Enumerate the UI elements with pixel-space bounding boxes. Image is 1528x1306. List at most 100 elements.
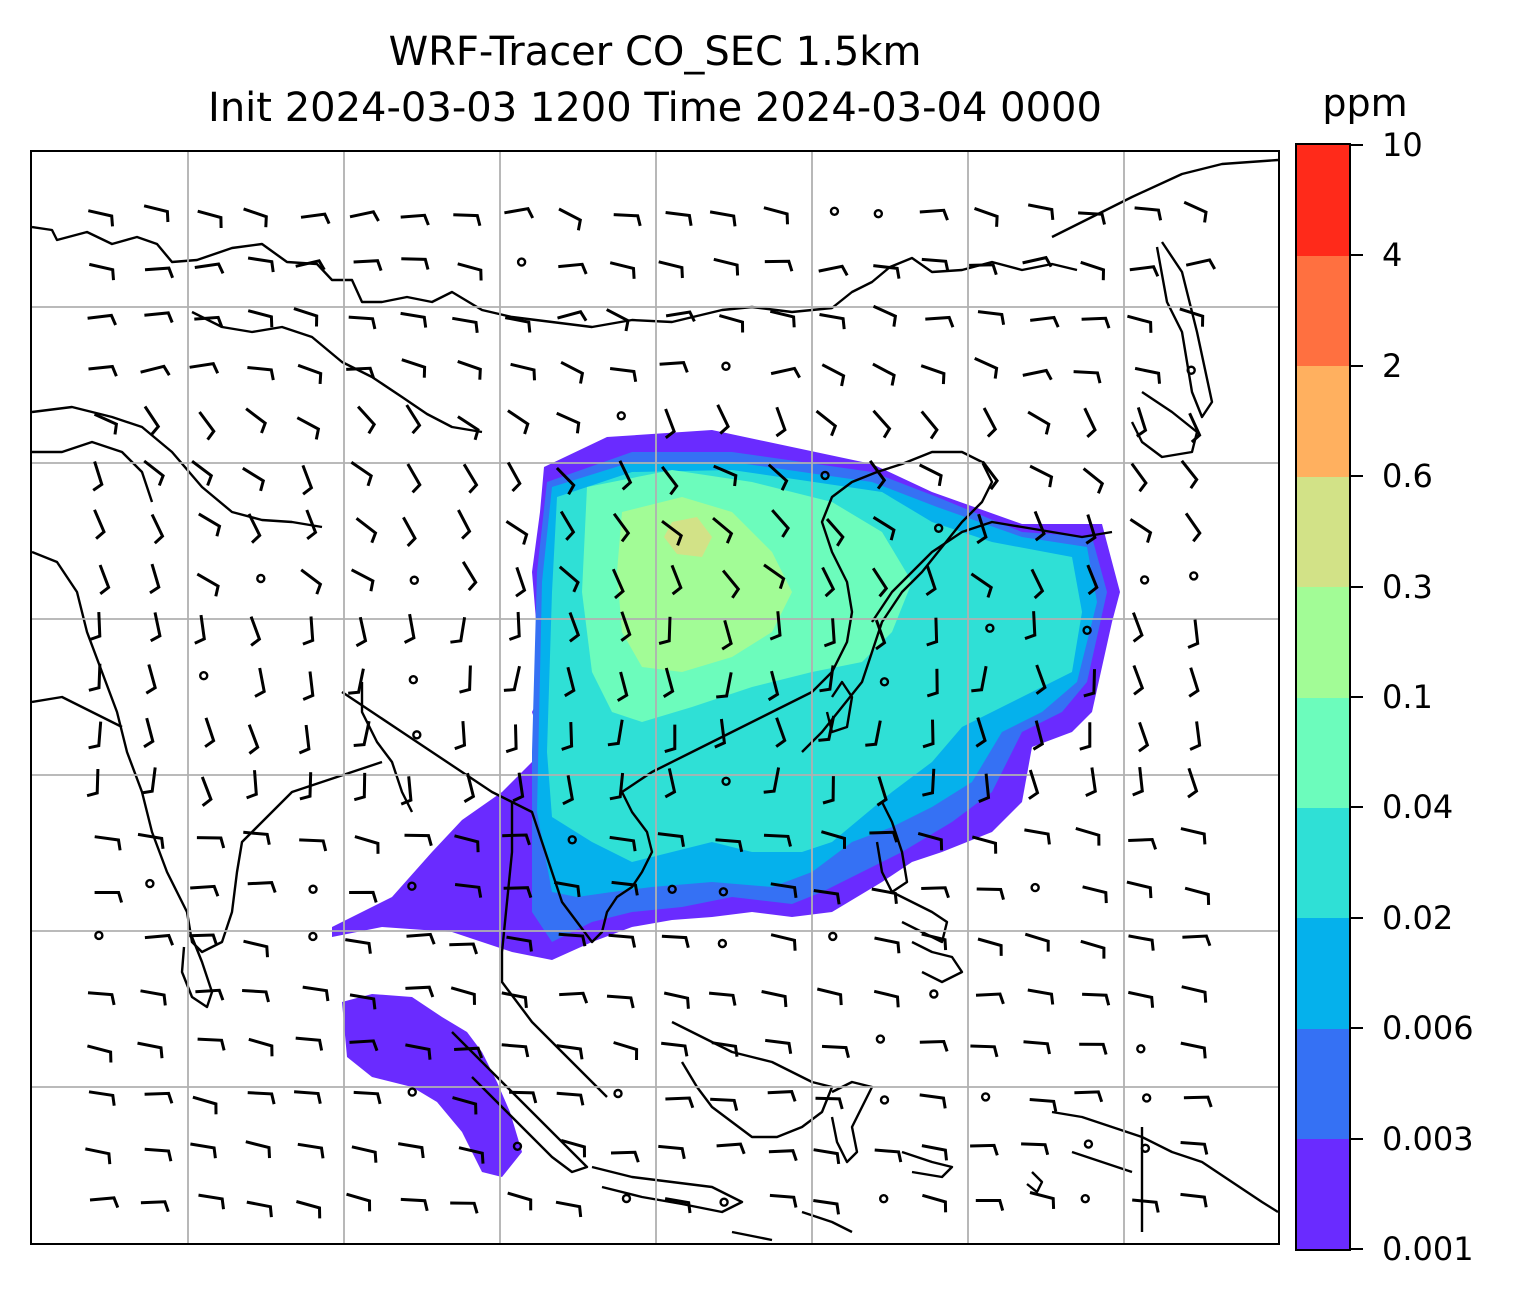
wind-barb [925,315,955,328]
wind-barb-calm [828,931,838,942]
wind-barb [558,565,580,593]
wind-barb [297,363,323,384]
wind-barb-calm [980,1092,991,1102]
wind-barb [1029,1191,1056,1209]
wind-barb [874,1148,903,1163]
wind-barb [247,309,274,328]
wind-barb [87,209,114,227]
wind-barb [868,460,887,490]
wind-barb [355,616,368,648]
wind-barb [1129,518,1153,544]
wind-barb [1083,407,1097,439]
wind-barb [1180,1141,1209,1155]
wind-barb [715,838,744,853]
wind-barb [248,1037,274,1057]
wind-barb [405,1043,432,1060]
wind-barb [200,776,213,807]
wind-barb [820,830,846,849]
wind-barb [87,1044,113,1063]
wind-barb [299,772,313,801]
wind-barb [86,768,100,798]
wind-barb [88,262,115,281]
wind-barb [502,833,531,846]
wind-barb [1083,669,1096,698]
colorbar-segment [1297,365,1349,477]
wind-barb [191,460,214,487]
wind-barb [144,266,175,279]
wind-barb [613,213,642,227]
colorbar-segment [1297,586,1349,698]
wind-barb [664,724,677,754]
wind-barb [1128,934,1155,951]
wind-barb [821,566,836,598]
wind-barb-calm [1140,1143,1151,1153]
wind-barb [300,568,323,595]
wind-barb [192,1095,218,1115]
wind-barb [295,1200,322,1219]
wind-barb [661,465,679,496]
wind-barb [349,890,378,903]
colorbar-tick [1351,806,1363,809]
colorbar-tick [1351,585,1363,588]
wind-barb [981,460,999,491]
wind-barb [718,314,745,333]
wind-barb [767,1090,797,1102]
wind-barb [403,613,416,644]
wind-barb [613,1041,639,1061]
wind-barb [397,1142,425,1159]
wind-barb [454,1046,484,1059]
wind-barb [976,887,1005,901]
wind-barb [815,1096,844,1110]
wind-barb [917,831,944,851]
wind-barb [93,509,106,540]
wind-barb-calm [717,938,728,949]
colorbar-tick-label: 0.6 [1382,457,1433,496]
colorbar-tick [1351,364,1363,367]
wind-barb [665,211,693,227]
wind-barb [140,1200,170,1213]
wind-barb [1079,1042,1108,1055]
wind-barb [661,1041,689,1057]
wind-barb [769,611,782,641]
wind-barb [1079,722,1092,751]
wind-barb-calm [1186,365,1196,375]
wind-barb [874,619,887,651]
wind-barb [501,991,528,1009]
wind-barb [145,664,157,695]
colorbar-tick [1351,475,1363,478]
wind-barb-calm [567,835,577,845]
wind-barb-calm [1189,571,1199,581]
wind-barb [556,411,581,434]
wind-barb [922,719,935,749]
wind-barb [607,719,624,747]
wind-barb [1027,203,1055,221]
wind-barb-calm [409,575,420,585]
colorbar-segment [1297,1138,1349,1249]
colorbar-tick [1351,1248,1363,1250]
wind-barb [716,672,733,699]
wind-barb [611,568,625,600]
wind-barb [88,663,102,692]
wind-barb [137,832,165,849]
wind-barb [620,611,632,642]
wind-barb-calm [1030,882,1040,893]
wind-barb [558,207,582,231]
wind-barb [765,1038,793,1054]
wind-barb [763,563,786,590]
wind-barb [350,461,373,487]
gridlines [32,152,1278,1243]
colorbar-tick-label: 0.006 [1382,1009,1474,1048]
wind-barb [770,933,797,951]
wind-barb [1024,932,1050,952]
wind-barb [763,206,789,225]
coastline [830,1080,874,1164]
wind-barb [457,262,483,281]
wind-barb [245,407,267,434]
wind-barb [769,1193,798,1208]
wind-barb [1024,611,1037,641]
wind-barb [454,883,483,898]
wind-barb-calm [1082,625,1092,636]
wind-barb [242,466,266,492]
wind-barb [243,207,268,228]
wind-barb [558,932,587,947]
